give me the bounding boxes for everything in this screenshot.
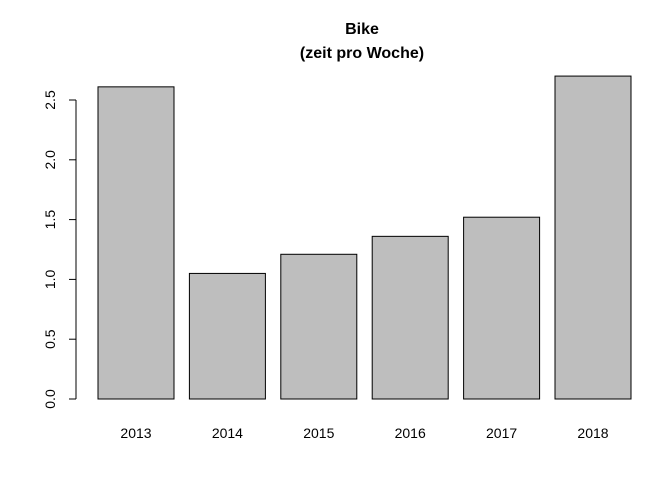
bar-2013 (97, 86, 175, 400)
y-tick-label: 1.0 (42, 269, 58, 289)
bar-2015 (280, 253, 358, 400)
x-category-label: 2013 (120, 425, 151, 441)
chart-title-line2: (zeit pro Woche) (300, 45, 424, 62)
y-tick-label: 2.5 (42, 90, 58, 110)
x-category-label: 2018 (577, 425, 608, 441)
bar-2017 (463, 216, 541, 400)
bar-2018 (554, 75, 632, 400)
chart-title-line1: Bike (345, 21, 379, 38)
y-tick-label: 2.0 (42, 150, 58, 170)
y-tick-label: 1.5 (42, 210, 58, 230)
chart-title: Bike (zeit pro Woche) (300, 21, 424, 62)
x-category-label: 2017 (486, 425, 517, 441)
bars (97, 75, 632, 400)
x-category-label: 2016 (395, 425, 426, 441)
bar-2014 (188, 272, 266, 400)
bar-2016 (371, 235, 449, 400)
x-category-label: 2014 (212, 425, 243, 441)
x-category-label: 2015 (303, 425, 334, 441)
y-axis: 0.0 0.5 1.0 1.5 2.0 2.5 (42, 90, 77, 409)
y-tick-label: 0.0 (42, 389, 58, 409)
x-axis-labels: 2013 2014 2015 2016 2017 2018 (120, 425, 608, 441)
y-tick-label: 0.5 (42, 329, 58, 349)
